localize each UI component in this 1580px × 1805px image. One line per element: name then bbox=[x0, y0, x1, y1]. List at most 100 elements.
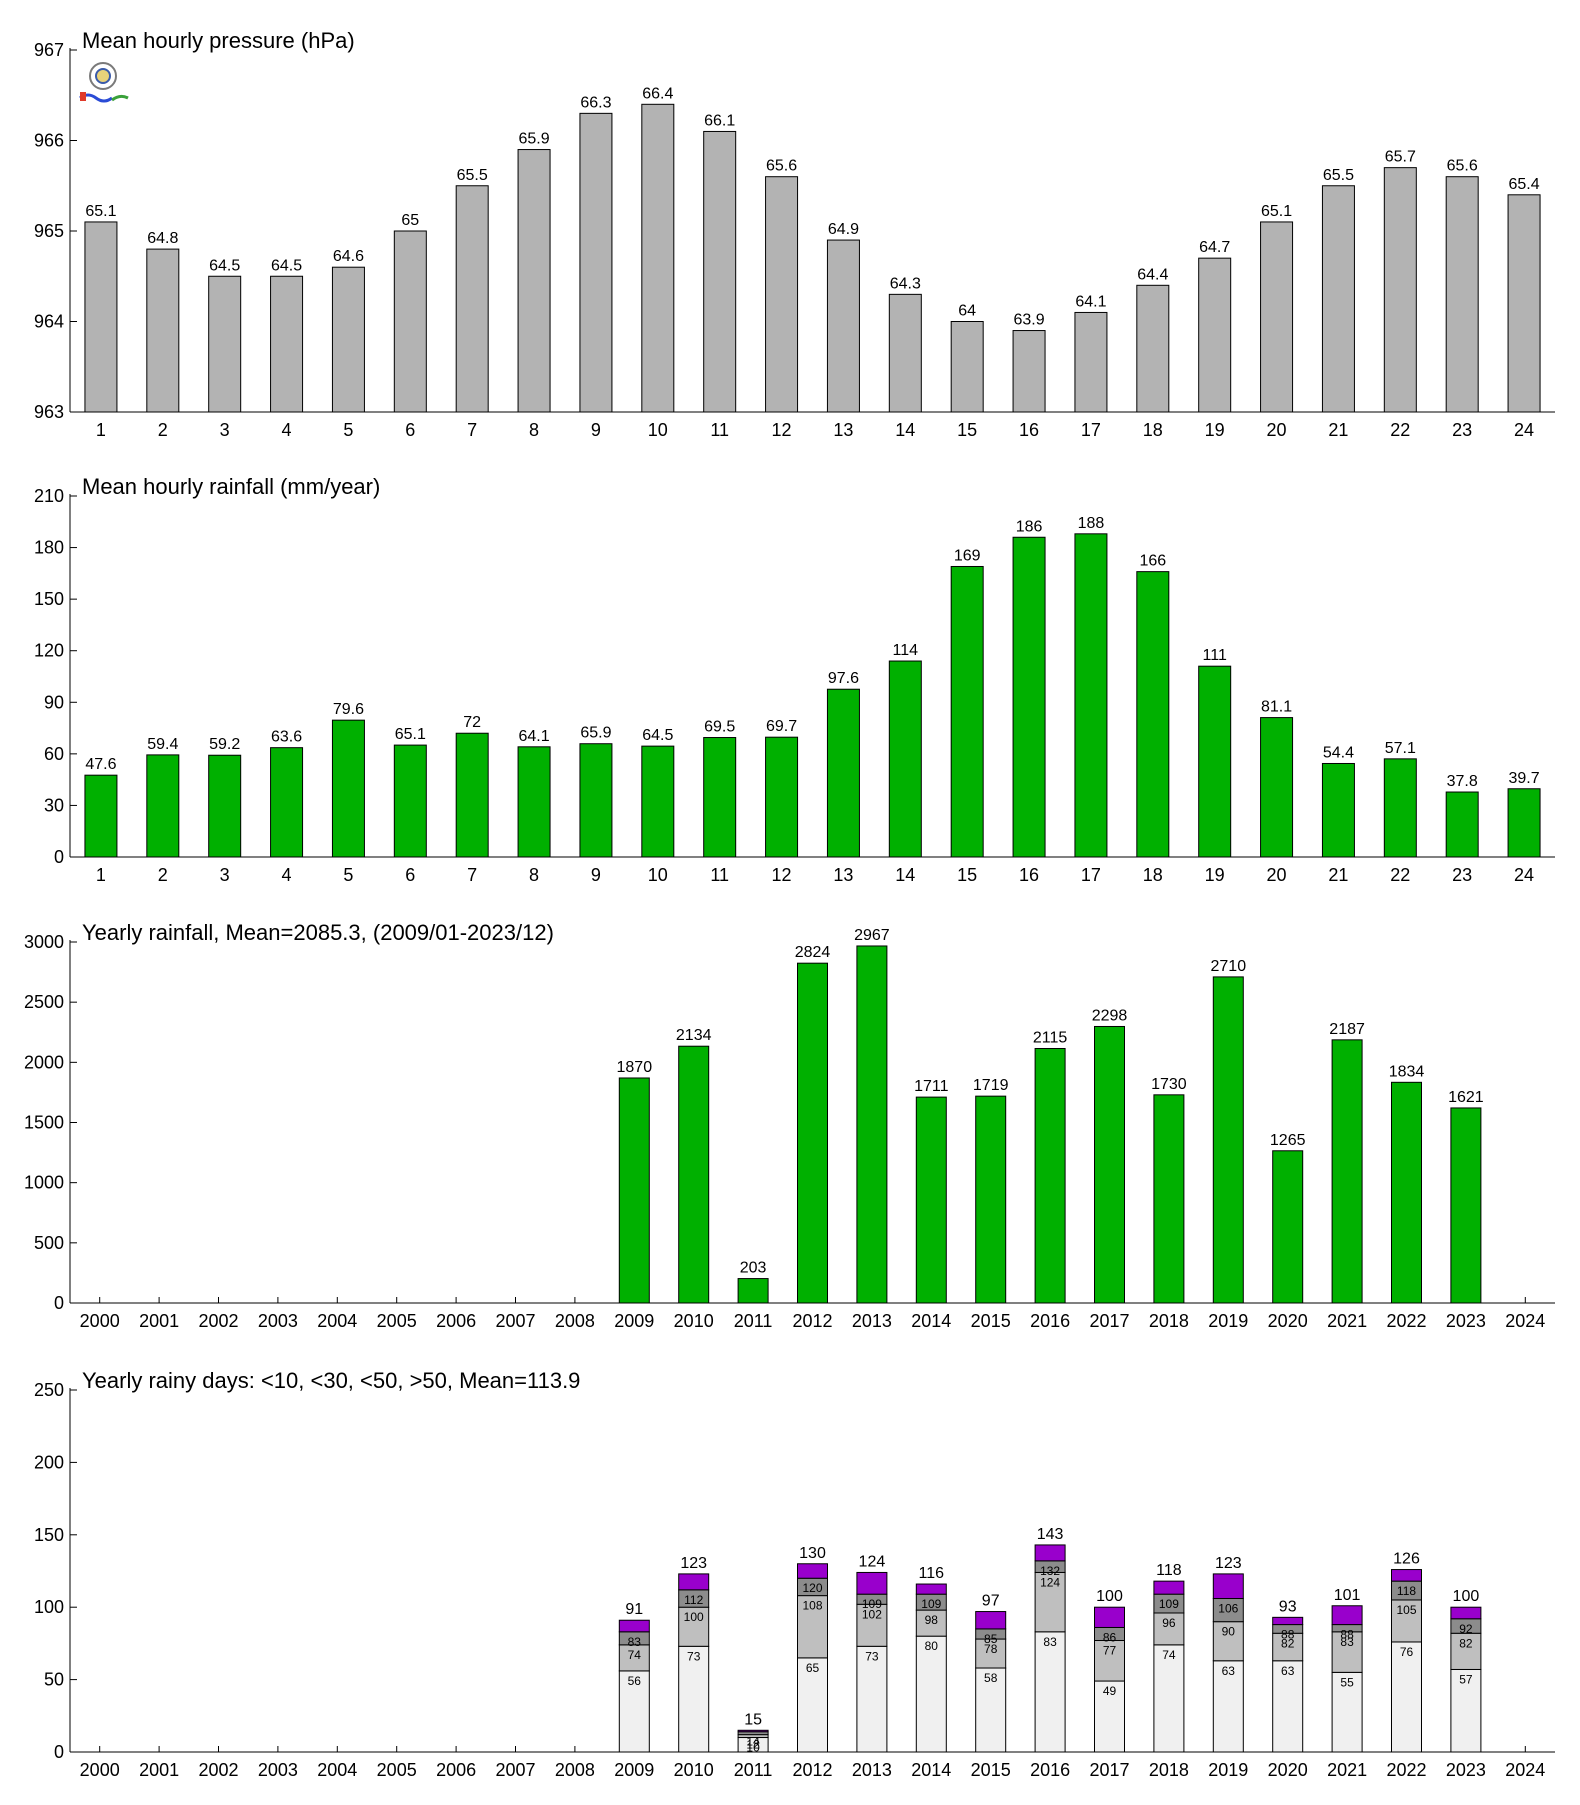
bar-value-label: 63.9 bbox=[1013, 312, 1044, 329]
segment-value-label: 109 bbox=[862, 1597, 882, 1611]
segment-value-label: 132 bbox=[1040, 1564, 1060, 1578]
x-tick-label: 22 bbox=[1390, 420, 1410, 440]
bar-value-label: 2134 bbox=[676, 1027, 712, 1044]
bar-value-label: 65 bbox=[401, 212, 419, 229]
bar bbox=[1198, 257, 1232, 413]
y-tick-label: 180 bbox=[34, 538, 64, 558]
x-tick-label: 2004 bbox=[317, 1311, 357, 1331]
segment-value-label: 57 bbox=[1459, 1672, 1473, 1686]
bar bbox=[797, 962, 828, 1304]
bar-value-label: 65.9 bbox=[580, 725, 611, 742]
bar bbox=[888, 660, 922, 858]
x-tick-label: 2012 bbox=[792, 1760, 832, 1780]
x-tick-label: 2007 bbox=[495, 1760, 535, 1780]
segment-value-label: 102 bbox=[862, 1607, 882, 1621]
segment-value-label: 82 bbox=[1281, 1636, 1295, 1650]
bar bbox=[517, 149, 551, 413]
bar bbox=[517, 746, 551, 858]
bar bbox=[950, 321, 984, 413]
x-tick-label: 23 bbox=[1452, 865, 1472, 885]
bar-value-label: 37.8 bbox=[1447, 773, 1478, 790]
x-tick-label: 2023 bbox=[1446, 1311, 1486, 1331]
y-tick-label: 0 bbox=[54, 1293, 64, 1313]
x-tick-label: 2024 bbox=[1505, 1760, 1545, 1780]
x-tick-label: 2007 bbox=[495, 1311, 535, 1331]
segment-value-label: 56 bbox=[628, 1674, 642, 1688]
segment-value-label: 73 bbox=[687, 1649, 701, 1663]
stacked-bar-segment bbox=[1331, 1631, 1363, 1673]
bar bbox=[1136, 571, 1170, 858]
bar-total-label: 93 bbox=[1279, 1598, 1297, 1615]
segment-value-label: 118 bbox=[1397, 1584, 1416, 1598]
x-tick-label: 24 bbox=[1514, 420, 1534, 440]
segment-value-label: 63 bbox=[1281, 1664, 1295, 1678]
x-tick-label: 2024 bbox=[1505, 1311, 1545, 1331]
stacked-bar-segment bbox=[1212, 1660, 1244, 1753]
x-tick-label: 3 bbox=[220, 865, 230, 885]
x-tick-label: 9 bbox=[591, 865, 601, 885]
bar bbox=[641, 745, 675, 858]
bar-value-label: 186 bbox=[1016, 518, 1043, 535]
stacked-bar-segment bbox=[856, 1645, 888, 1753]
y-tick-label: 90 bbox=[44, 692, 64, 712]
bar-value-label: 64.1 bbox=[1075, 293, 1106, 310]
stacked-bar-segment bbox=[915, 1583, 947, 1595]
bar-value-label: 64.5 bbox=[271, 257, 302, 274]
segment-value-label: 49 bbox=[1103, 1684, 1117, 1698]
y-tick-label: 250 bbox=[34, 1380, 64, 1400]
logo-mark-red bbox=[80, 92, 86, 101]
segment-value-label: 77 bbox=[1103, 1644, 1117, 1658]
segment-value-label: 76 bbox=[1400, 1645, 1414, 1659]
bar-value-label: 54.4 bbox=[1323, 744, 1354, 761]
x-tick-label: 2000 bbox=[80, 1311, 120, 1331]
y-tick-label: 0 bbox=[54, 1742, 64, 1762]
x-tick-label: 2016 bbox=[1030, 1311, 1070, 1331]
bar bbox=[393, 230, 427, 413]
bar-value-label: 65.1 bbox=[1261, 203, 1292, 220]
bar bbox=[1331, 1039, 1363, 1304]
stacked-bar-segment bbox=[1272, 1616, 1304, 1626]
stacked-bar-segment bbox=[856, 1603, 888, 1647]
chart-panel-3: Yearly rainfall, Mean=2085.3, (2009/01-2… bbox=[24, 920, 1555, 1331]
segment-value-label: 10 bbox=[746, 1741, 760, 1755]
bar bbox=[270, 275, 304, 413]
stacked-bar-segment bbox=[737, 1729, 769, 1733]
seal-inner-emblem bbox=[95, 68, 111, 84]
segment-value-label: 86 bbox=[1103, 1630, 1117, 1644]
bar-value-label: 64.4 bbox=[1137, 266, 1168, 283]
x-tick-label: 18 bbox=[1143, 420, 1163, 440]
x-tick-label: 2010 bbox=[674, 1760, 714, 1780]
bar bbox=[331, 266, 365, 413]
stacked-bar-segment bbox=[1094, 1640, 1125, 1682]
y-tick-label: 100 bbox=[34, 1597, 64, 1617]
y-tick-label: 966 bbox=[34, 131, 64, 151]
bar bbox=[579, 743, 613, 858]
y-tick-label: 2000 bbox=[24, 1052, 64, 1072]
x-tick-label: 8 bbox=[529, 865, 539, 885]
bar-value-label: 203 bbox=[740, 1260, 767, 1277]
x-tick-label: 16 bbox=[1019, 865, 1039, 885]
bar-value-label: 97.6 bbox=[828, 670, 859, 687]
chart-title: Mean hourly pressure (hPa) bbox=[82, 28, 355, 53]
stacked-bar-segment bbox=[678, 1645, 710, 1753]
stacked-bar-segment bbox=[856, 1571, 888, 1595]
x-tick-label: 20 bbox=[1267, 420, 1287, 440]
bar bbox=[208, 275, 242, 413]
bar bbox=[950, 565, 984, 858]
bar-value-label: 63.6 bbox=[271, 729, 302, 746]
stacked-bar-segment bbox=[1153, 1644, 1185, 1753]
stacked-bar-segment bbox=[1331, 1605, 1363, 1626]
x-tick-label: 13 bbox=[833, 420, 853, 440]
x-tick-label: 17 bbox=[1081, 420, 1101, 440]
stacked-bar-segment bbox=[975, 1667, 1007, 1753]
x-tick-label: 2019 bbox=[1208, 1760, 1248, 1780]
x-tick-label: 2013 bbox=[852, 1311, 892, 1331]
bar bbox=[1074, 533, 1108, 858]
bar bbox=[1383, 167, 1417, 413]
y-tick-label: 500 bbox=[34, 1233, 64, 1253]
x-tick-label: 19 bbox=[1205, 865, 1225, 885]
segment-value-label: 124 bbox=[1040, 1575, 1060, 1589]
stacked-bar-segment bbox=[678, 1573, 710, 1591]
bar bbox=[703, 737, 737, 858]
